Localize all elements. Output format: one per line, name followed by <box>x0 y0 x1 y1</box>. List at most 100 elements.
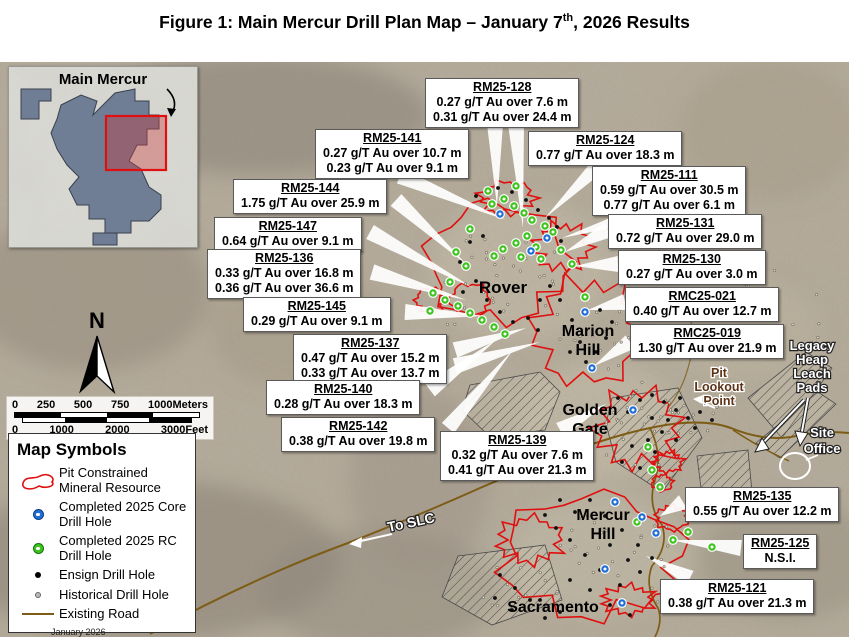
callout-hole-id: RM25-142 <box>329 419 388 433</box>
historical-drill-hole-dot <box>676 411 680 415</box>
callout-RM25-125: RM25-125 N.S.I. <box>743 534 818 569</box>
rc-drill-hole-center <box>448 280 452 284</box>
core-drill-hole-center <box>583 310 587 314</box>
label-sacramento: Sacramento <box>507 599 599 616</box>
historical-drill-hole-dot <box>544 304 548 308</box>
ensign-drill-hole-dot <box>458 260 462 264</box>
historical-drill-hole-dot <box>469 234 473 238</box>
ensign-drill-hole-dot <box>474 279 478 283</box>
ensign-drill-hole-dot <box>693 426 697 430</box>
rc-drill-hole-center <box>502 197 506 201</box>
scale-bar-feet <box>22 418 192 423</box>
historical-drill-hole-dot <box>640 380 644 384</box>
historical-drill-hole-dot <box>573 545 577 549</box>
historical-drill-hole-dot <box>662 565 666 569</box>
ensign-drill-hole-dot <box>594 350 598 354</box>
historical-drill-hole-dot <box>578 334 582 338</box>
drill-hole-markers <box>425 181 821 620</box>
ensign-drill-hole-dot <box>628 613 632 617</box>
leader-wedge <box>369 264 466 300</box>
leader-wedge <box>452 342 540 374</box>
historical-drill-hole-dot <box>791 322 795 326</box>
leader-wedge <box>660 495 688 516</box>
label-legacy-pads-3: Leach <box>793 366 831 381</box>
north-label: N <box>89 308 105 333</box>
historical-drill-hole-dot <box>815 293 819 297</box>
leader-wedge <box>646 556 694 586</box>
historical-drill-hole-dot <box>464 239 468 243</box>
historical-drill-hole-dot <box>483 238 487 242</box>
rc-drill-hole-center <box>443 298 447 302</box>
ensign-drill-hole-dot <box>583 553 587 557</box>
callout-hole-id: RMC25-021 <box>668 289 736 303</box>
historical-drill-hole-dot <box>484 251 488 255</box>
ensign-drill-hole-dot <box>536 208 540 212</box>
ensign-drill-hole-dot <box>608 603 612 607</box>
callout-result-line: 0.28 g/T Au over 18.3 m <box>274 397 413 411</box>
historical-drill-hole-dot <box>591 570 595 574</box>
historical-drill-hole-dot <box>633 463 637 467</box>
historical-drill-hole-dot <box>491 296 495 300</box>
callout-hole-id: RM25-128 <box>473 80 532 94</box>
historical-drill-hole-dot <box>585 514 589 518</box>
historical-drill-hole-dot <box>669 408 673 412</box>
historical-drill-hole-dot <box>682 404 686 408</box>
ensign-drill-hole-dot <box>555 225 559 229</box>
ensign-drill-hole-dot <box>568 578 572 582</box>
historical-drill-hole-dot <box>676 431 680 435</box>
rc-drill-hole-center <box>503 332 507 336</box>
ensign-drill-hole-dot <box>666 418 670 422</box>
historical-drill-hole-dot <box>524 593 528 597</box>
callout-result-line: 0.33 g/T Au over 13.7 m <box>301 366 440 380</box>
historical-drill-hole-dot <box>691 413 695 417</box>
callout-hole-id: RM25-121 <box>708 581 767 595</box>
historical-drill-hole-dot <box>493 263 497 267</box>
ensign-drill-hole-dot <box>554 526 558 530</box>
historical-drill-hole-dot <box>616 574 620 578</box>
ensign-drill-hole-dot <box>698 410 702 414</box>
historical-drill-hole-dot <box>453 322 457 326</box>
historical-drill-hole-dot <box>605 453 609 457</box>
inset-main-mercur-label: Main Mercur <box>58 71 148 88</box>
rc-drill-hole-center <box>570 262 574 266</box>
callout-result-line: 0.23 g/T Au over 9.1 m <box>326 161 458 175</box>
callout-result-line: 0.55 g/T Au over 12.2 m <box>693 504 832 518</box>
ensign-drill-hole-dot <box>674 438 678 442</box>
leader-wedge <box>556 404 606 437</box>
rc-drill-hole-center <box>658 485 662 489</box>
rc-drill-hole-center <box>551 230 555 234</box>
historical-drill-hole-dot <box>665 431 669 435</box>
ensign-drill-hole-dot <box>543 513 547 517</box>
ensign-drill-hole-dot <box>573 510 577 514</box>
ensign-drill-hole-dot <box>618 583 622 587</box>
historical-drill-hole-dot <box>592 521 596 525</box>
pit-outline <box>650 472 676 493</box>
ensign-drill-hole-dot <box>630 444 634 448</box>
historical-drill-hole-dot <box>689 431 693 435</box>
core-drill-hole-center <box>620 601 624 605</box>
core-drill-hole-center <box>631 408 635 412</box>
rc-drill-hole-center <box>671 538 675 542</box>
ensign-drill-hole-dot <box>620 460 624 464</box>
rc-drill-hole-center <box>559 248 563 252</box>
ensign-drill-hole-dot <box>570 318 574 322</box>
rc-drill-hole-center <box>519 255 523 259</box>
ensign-drill-hole-dot <box>653 450 657 454</box>
historical-drill-hole-dot <box>484 257 488 261</box>
callout-result-line: 0.59 g/T Au over 30.5 m <box>600 183 739 197</box>
historical-drill-hole-dot <box>463 306 467 310</box>
rc-drill-hole-center <box>454 250 458 254</box>
pit-outline <box>598 580 659 619</box>
rc-drill-hole-center <box>539 257 543 261</box>
historical-drill-hole-dot <box>634 389 638 393</box>
ensign-drill-hole-dot <box>461 290 465 294</box>
callout-RM25-121: RM25-121 0.38 g/T Au over 21.3 m <box>660 579 815 614</box>
historical-drill-hole-dot <box>464 282 468 286</box>
leader-wedge <box>588 294 627 310</box>
ensign-drill-hole-dot <box>678 396 682 400</box>
inset-graphics <box>9 67 197 247</box>
historical-drill-hole-dot <box>611 411 615 415</box>
callout-result-line: N.S.I. <box>764 551 796 565</box>
historical-drill-hole-dot <box>446 322 450 326</box>
ensign-drill-hole-dot <box>559 239 563 243</box>
